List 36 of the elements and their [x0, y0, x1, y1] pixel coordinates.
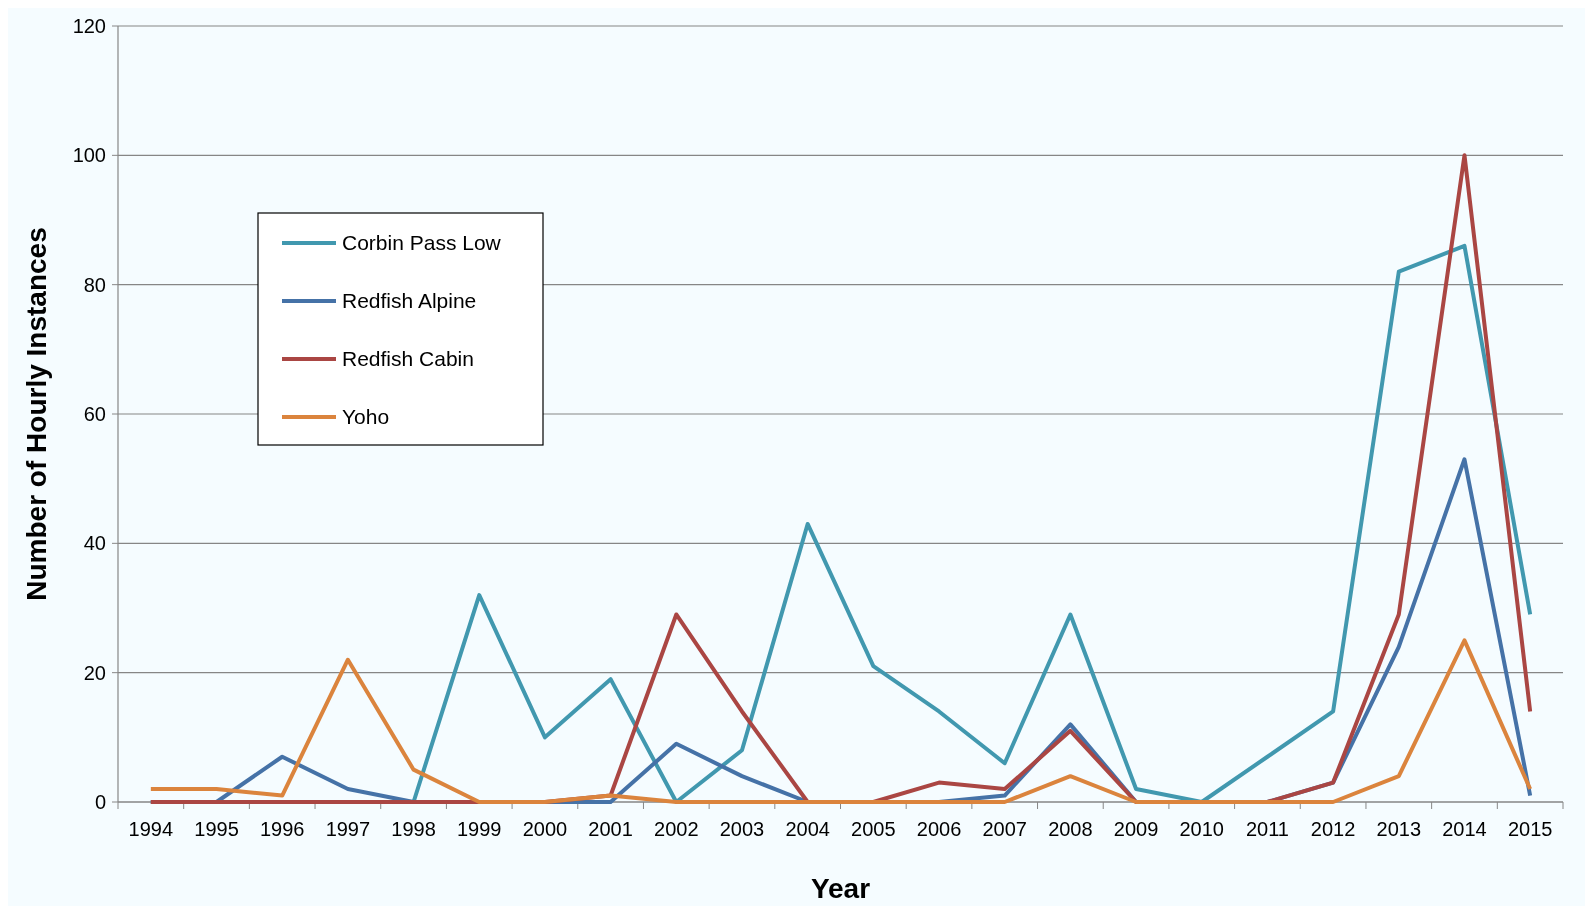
x-tick-label: 2011 [1245, 818, 1289, 840]
y-tick-label: 80 [83, 273, 106, 296]
x-tick-label: 2003 [719, 818, 765, 840]
x-axis-title: Year [810, 873, 871, 904]
y-tick-label: 60 [83, 403, 106, 425]
x-tick-label: 2009 [1113, 818, 1159, 840]
y-tick-label: 100 [72, 144, 106, 167]
x-tick-label: 2012 [1310, 818, 1356, 840]
legend-label: Redfish Alpine [342, 289, 477, 313]
x-tick-label: 1999 [457, 818, 502, 840]
x-tick-label: 2002 [654, 818, 699, 840]
x-tick-label: 2015 [1507, 818, 1553, 840]
y-tick-label: 0 [94, 791, 106, 813]
x-tick-label: 2014 [1442, 818, 1487, 840]
x-tick-label: 1996 [259, 818, 305, 840]
legend-label: Yoho [342, 405, 390, 429]
line-series [148, 638, 1533, 804]
x-tick-label: 1997 [325, 818, 371, 840]
x-tick-label: 2005 [851, 818, 896, 840]
x-tick-label: 2013 [1376, 818, 1422, 840]
x-tick-label: 2007 [982, 818, 1027, 840]
x-tick-label: 2006 [916, 818, 962, 840]
legend-label: Corbin Pass Low [342, 231, 502, 255]
x-tick-label: 1998 [391, 818, 436, 840]
x-tick-label: 2000 [522, 818, 568, 840]
x-tick-label: 1994 [128, 818, 174, 840]
x-tick-label: 2004 [785, 818, 830, 840]
x-tick-label: 2001 [588, 818, 633, 840]
legend-label: Redfish Cabin [342, 347, 474, 371]
y-axis-title: Number of Hourly Instances [21, 227, 52, 601]
x-tick-label: 2010 [1179, 818, 1224, 840]
x-tick-label: 2008 [1048, 818, 1093, 840]
y-tick-label: 40 [83, 532, 106, 555]
x-tick-label: 1995 [194, 818, 239, 840]
y-tick-label: 20 [83, 661, 106, 684]
y-tick-label: 120 [72, 15, 106, 37]
